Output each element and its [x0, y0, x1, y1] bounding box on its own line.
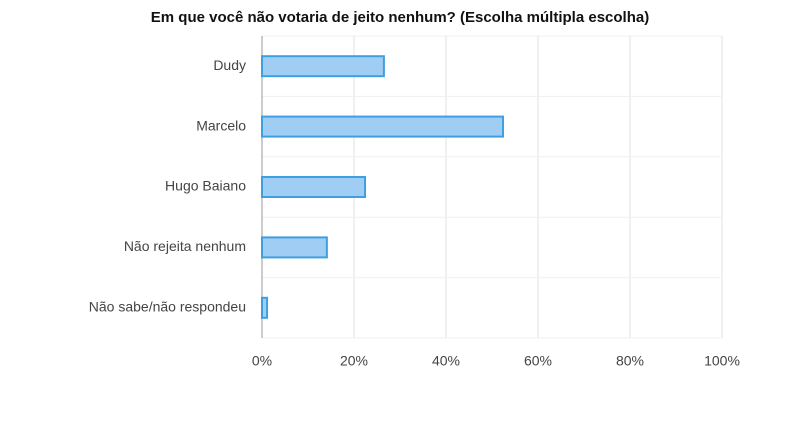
- y-tick-label: Dudy: [213, 57, 246, 73]
- chart-title: Em que você não votaria de jeito nenhum?…: [151, 9, 649, 26]
- bar: [261, 55, 385, 78]
- x-tick-label: 60%: [524, 353, 552, 369]
- y-tick-label: Marcelo: [196, 117, 246, 133]
- x-tick-label: 40%: [432, 353, 460, 369]
- bar: [261, 115, 505, 138]
- bar: [261, 176, 367, 198]
- y-tick-label: Hugo Baiano: [165, 178, 246, 194]
- bar: [261, 296, 269, 319]
- x-tick-label: 100%: [704, 353, 740, 369]
- y-tick-label: Não sabe/não respondeu: [89, 299, 246, 315]
- x-tick-label: 20%: [340, 353, 368, 369]
- bar: [261, 236, 328, 259]
- x-tick-label: 0%: [252, 353, 272, 369]
- y-tick-label: Não rejeita nenhum: [124, 238, 246, 254]
- x-tick-label: 80%: [616, 353, 644, 369]
